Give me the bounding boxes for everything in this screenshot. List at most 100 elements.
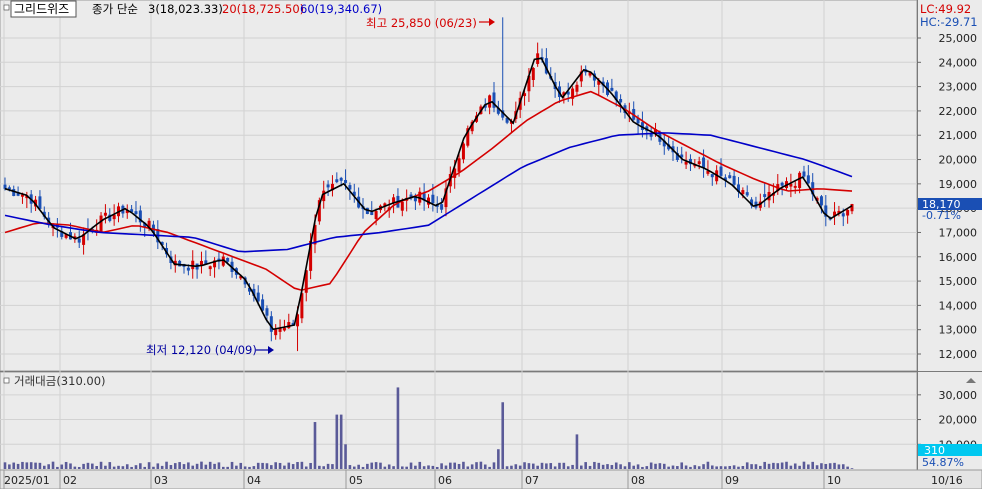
volume-bar (824, 463, 828, 469)
volume-bar (396, 387, 400, 469)
date-tick-label: 04 (247, 474, 261, 487)
volume-bar (217, 462, 221, 469)
candle-body (527, 75, 531, 92)
volume-title: 거래대금(310.00) (14, 374, 106, 388)
candle-body (802, 171, 806, 177)
volume-bar (252, 466, 256, 469)
candle-body (841, 213, 845, 217)
volume-bar (139, 463, 142, 469)
volume-bar (248, 466, 251, 469)
candle-body (64, 234, 68, 238)
candle-body (344, 180, 348, 183)
low-arrowhead-icon (268, 346, 274, 354)
candle-body (662, 140, 666, 147)
candle-body (654, 129, 658, 134)
date-axis-background (0, 469, 982, 489)
volume-bar (828, 463, 832, 469)
candle-body (339, 177, 343, 181)
volume-bar (623, 466, 627, 469)
candle-body (256, 292, 260, 302)
volume-bar (772, 462, 775, 469)
high-annotation: 최고 25,850 (06/23) (366, 16, 477, 30)
candle-body (226, 257, 230, 262)
candle-body (680, 154, 684, 158)
candle-body (112, 214, 116, 220)
volume-bar (470, 464, 474, 469)
candle-body (444, 188, 448, 208)
volume-bar (134, 465, 138, 469)
volume-bar (322, 466, 326, 469)
candle-body (300, 293, 304, 319)
candle-body (466, 128, 470, 146)
volume-bar (505, 466, 509, 469)
volume-bar (38, 462, 42, 469)
candle-body (20, 194, 24, 197)
price-tick-label: 20,000 (939, 154, 978, 167)
volume-bar (628, 462, 631, 469)
volume-bars (3, 387, 854, 469)
candle-body (728, 175, 732, 179)
volume-bar (549, 463, 553, 469)
volume-bar (833, 462, 836, 469)
candle-body (824, 205, 828, 217)
lc-readout: LC:49.92 (920, 2, 971, 16)
candle-body (12, 189, 16, 197)
volume-bar (780, 462, 784, 469)
candle-body (317, 200, 321, 222)
candle-body (261, 299, 265, 311)
volume-bar (610, 465, 614, 469)
candle-body (675, 152, 679, 160)
candle-body (461, 143, 465, 160)
volume-bar (518, 465, 522, 469)
price-tick-label: 24,000 (939, 56, 978, 69)
volume-bar (239, 462, 243, 469)
volume-bar (732, 465, 736, 469)
volume-bar (697, 466, 701, 469)
candle-body (213, 260, 217, 268)
price-tick-label: 23,000 (939, 81, 978, 94)
volume-bar (173, 463, 177, 469)
volume-bar (636, 464, 640, 469)
candle-body (732, 175, 736, 185)
volume-bar (597, 462, 601, 469)
stock-name-box[interactable] (10, 0, 77, 18)
volume-bar (684, 465, 688, 469)
volume-bar (235, 465, 238, 469)
volume-bar (221, 466, 225, 469)
date-tick-label: 10/16 (931, 474, 963, 487)
volume-bar (667, 466, 670, 469)
volume-bar (344, 444, 347, 469)
volume-bar (208, 461, 212, 469)
volume-bar (575, 434, 579, 469)
candle-body (143, 222, 147, 228)
ma3-line (4, 57, 853, 331)
volume-bar (195, 463, 199, 469)
volume-bar (558, 462, 561, 469)
volume-bar (117, 465, 120, 469)
volume-bar (326, 463, 330, 469)
candle-body (702, 157, 706, 168)
volume-bar (187, 462, 190, 469)
candle-body (819, 196, 823, 206)
candle-body (221, 256, 225, 266)
candle-body (619, 99, 623, 103)
volume-bar (261, 462, 264, 469)
volume-bar (737, 466, 740, 469)
volume-bar (776, 463, 780, 469)
volume-bar (645, 466, 649, 469)
volume-bar (767, 463, 771, 469)
volume-bar (462, 461, 465, 469)
candle-body (566, 91, 570, 95)
volume-bar (671, 465, 675, 469)
volume-bar (352, 466, 356, 469)
candle-body (134, 211, 138, 215)
candle-body (846, 209, 850, 216)
volume-bar (789, 465, 793, 469)
volume-bar (256, 462, 260, 469)
volume-bar (763, 461, 766, 469)
candle-body (571, 88, 575, 99)
candle-body (400, 201, 404, 211)
date-tick-label: 2025/01 (4, 474, 50, 487)
volume-bar (501, 402, 505, 469)
volume-bar (226, 466, 229, 469)
